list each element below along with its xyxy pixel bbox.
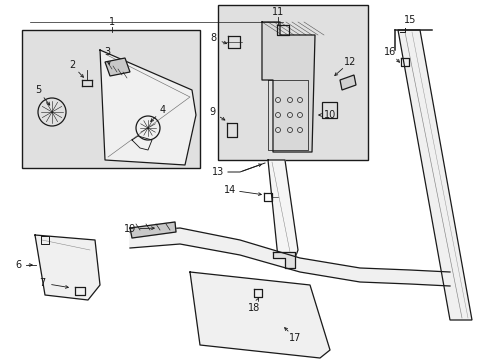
Text: 12: 12 xyxy=(343,57,355,67)
Text: 7: 7 xyxy=(39,278,45,288)
Text: 2: 2 xyxy=(69,60,75,70)
FancyBboxPatch shape xyxy=(218,5,367,160)
Text: 14: 14 xyxy=(224,185,236,195)
Text: 19: 19 xyxy=(123,224,136,234)
Polygon shape xyxy=(267,160,297,258)
Polygon shape xyxy=(321,102,336,118)
Text: 3: 3 xyxy=(104,47,110,57)
Polygon shape xyxy=(190,272,329,358)
Text: 18: 18 xyxy=(247,303,260,313)
Polygon shape xyxy=(130,222,176,238)
Text: 4: 4 xyxy=(160,105,166,115)
Polygon shape xyxy=(35,235,100,300)
Text: 10: 10 xyxy=(323,110,335,120)
Polygon shape xyxy=(130,228,449,286)
Text: 5: 5 xyxy=(35,85,41,95)
Polygon shape xyxy=(262,22,314,152)
Polygon shape xyxy=(272,252,294,268)
Text: 1: 1 xyxy=(109,17,115,27)
Polygon shape xyxy=(105,58,130,76)
Polygon shape xyxy=(397,30,471,320)
Text: 9: 9 xyxy=(208,107,215,117)
Text: 16: 16 xyxy=(383,47,395,57)
Polygon shape xyxy=(100,50,196,165)
Text: 11: 11 xyxy=(271,7,284,17)
Text: 17: 17 xyxy=(288,333,301,343)
Text: 8: 8 xyxy=(209,33,216,43)
Text: 15: 15 xyxy=(403,15,415,25)
Text: 6: 6 xyxy=(15,260,21,270)
Polygon shape xyxy=(339,75,355,90)
Text: 13: 13 xyxy=(211,167,224,177)
FancyBboxPatch shape xyxy=(22,30,200,168)
